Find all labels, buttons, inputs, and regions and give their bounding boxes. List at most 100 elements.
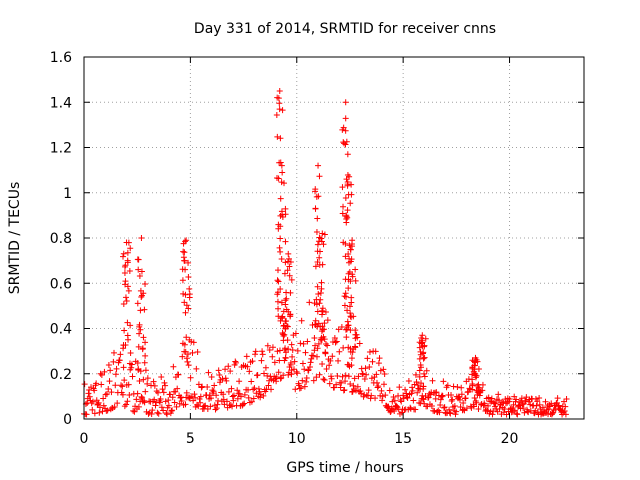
- data-point: [277, 317, 284, 324]
- data-point: [141, 399, 148, 406]
- data-point: [160, 407, 167, 414]
- data-point: [206, 392, 213, 399]
- x-tick-label: 5: [186, 431, 195, 447]
- data-point: [473, 399, 480, 406]
- data-point: [479, 387, 486, 394]
- data-point: [542, 398, 549, 405]
- data-point: [197, 399, 204, 406]
- data-point: [186, 285, 193, 292]
- data-point: [549, 410, 556, 417]
- data-point: [453, 408, 460, 415]
- data-point: [234, 395, 241, 402]
- data-point: [275, 313, 282, 320]
- data-point: [319, 311, 326, 318]
- data-point: [244, 363, 251, 370]
- data-point: [345, 322, 352, 329]
- data-point: [142, 352, 149, 359]
- data-point: [241, 391, 248, 398]
- data-point: [126, 391, 133, 398]
- data-point: [193, 401, 200, 408]
- data-point: [123, 401, 130, 408]
- data-point: [281, 270, 288, 277]
- data-point: [316, 173, 323, 180]
- data-point: [385, 403, 392, 410]
- data-point: [342, 290, 349, 297]
- data-point: [321, 336, 328, 343]
- data-point: [280, 337, 287, 344]
- data-point: [118, 382, 125, 389]
- data-point: [514, 411, 521, 418]
- data-point: [362, 365, 369, 372]
- data-point: [284, 258, 291, 265]
- data-point: [266, 346, 273, 353]
- data-point: [239, 401, 246, 408]
- data-point: [134, 300, 141, 307]
- data-point: [144, 380, 151, 387]
- data-point: [98, 381, 105, 388]
- data-point: [319, 323, 326, 330]
- data-point: [347, 246, 354, 253]
- data-point: [366, 349, 373, 356]
- data-point: [335, 357, 342, 364]
- data-point: [398, 398, 405, 405]
- data-point: [561, 408, 568, 415]
- data-point: [181, 299, 188, 306]
- data-point: [283, 295, 290, 302]
- data-point: [346, 242, 353, 249]
- data-point: [369, 358, 376, 365]
- data-point: [421, 354, 428, 361]
- data-point: [438, 393, 445, 400]
- data-point: [193, 365, 200, 372]
- data-point: [120, 342, 127, 349]
- data-point: [414, 389, 421, 396]
- data-point: [179, 353, 186, 360]
- data-point: [339, 373, 346, 380]
- data-point: [460, 406, 467, 413]
- data-point: [127, 322, 134, 329]
- data-point: [311, 335, 318, 342]
- data-point: [458, 384, 465, 391]
- data-point: [303, 374, 310, 381]
- data-point: [190, 339, 197, 346]
- data-point: [282, 349, 289, 356]
- x-tick-label: 20: [501, 431, 519, 447]
- data-point: [158, 373, 165, 380]
- data-point: [499, 398, 506, 405]
- data-point: [125, 381, 132, 388]
- data-point: [318, 238, 325, 245]
- data-point: [351, 343, 358, 350]
- y-tick-label: 0.4: [50, 322, 72, 338]
- data-point: [124, 398, 131, 405]
- data-point: [171, 399, 178, 406]
- data-point: [474, 358, 481, 365]
- data-point: [213, 392, 220, 399]
- data-point: [282, 211, 289, 218]
- data-point: [250, 386, 257, 393]
- data-point: [513, 410, 520, 417]
- data-point: [182, 309, 189, 316]
- data-point: [294, 347, 301, 354]
- data-point: [199, 383, 206, 390]
- data-point: [232, 359, 239, 366]
- data-point: [377, 367, 384, 374]
- data-point: [382, 392, 389, 399]
- data-point: [232, 358, 239, 365]
- data-point: [301, 366, 308, 373]
- data-point: [429, 377, 436, 384]
- data-point: [249, 358, 256, 365]
- data-point: [119, 391, 126, 398]
- data-point: [277, 375, 284, 382]
- data-point: [348, 191, 355, 198]
- data-point: [181, 341, 188, 348]
- data-point: [271, 359, 278, 366]
- data-point: [464, 389, 471, 396]
- x-tick-label: 10: [288, 431, 306, 447]
- data-point: [327, 357, 334, 364]
- data-point: [562, 411, 569, 418]
- data-point: [183, 389, 190, 396]
- data-point: [365, 387, 372, 394]
- data-point: [155, 389, 162, 396]
- data-point: [321, 376, 328, 383]
- data-point: [191, 391, 198, 398]
- data-point: [287, 311, 294, 318]
